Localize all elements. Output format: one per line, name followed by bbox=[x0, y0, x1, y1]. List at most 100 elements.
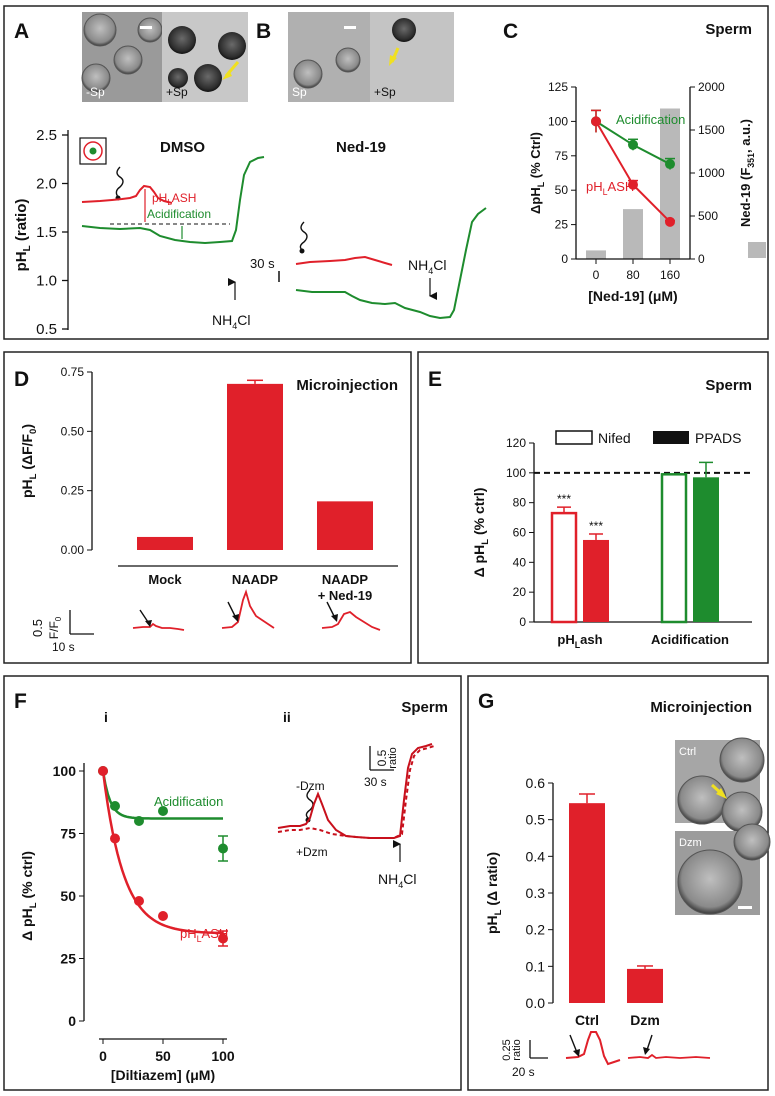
panel-f-y-tick-label: 0 bbox=[68, 1013, 76, 1029]
panel-a-phash: pHLASH bbox=[152, 191, 196, 207]
panel-c-bar bbox=[623, 209, 643, 259]
panel-d-category-label: NAADP bbox=[232, 572, 279, 587]
panel-e-significance: *** bbox=[557, 492, 571, 506]
panel-e-y-tick-label: 40 bbox=[513, 555, 527, 569]
panel-f-point bbox=[134, 816, 144, 826]
panel-e-bar-ppads bbox=[583, 539, 609, 622]
panel-g-y-tick-label: 0.2 bbox=[526, 922, 546, 938]
panel-f-sub-i: i bbox=[104, 709, 108, 725]
panel-c-y-tick-label: 75 bbox=[555, 149, 569, 163]
panel-c-x-label: [Ned-19] (μM) bbox=[588, 288, 677, 304]
panel-f-letter: F bbox=[14, 690, 27, 713]
panel-f-x-tick-label: 50 bbox=[155, 1048, 171, 1064]
panel-f-point bbox=[158, 911, 168, 921]
panel-a-y-label: pHL (ratio) bbox=[13, 199, 33, 272]
panel-d-y-tick-label: 0.25 bbox=[61, 484, 85, 498]
panel-f-traces bbox=[277, 743, 435, 862]
panel-d-chart: 0.00 0.25 0.50 0.75 pHL (ΔF/F0) Mock NAADP NAAD… bbox=[19, 365, 398, 603]
panel-g-y-tick-label: 0.3 bbox=[526, 885, 546, 901]
panel-abc-frame bbox=[3, 5, 769, 340]
panel-c-series-line bbox=[595, 120, 671, 223]
panel-a-micro-left: -Sp bbox=[86, 85, 105, 99]
panel-c-y2-tick-label: 0 bbox=[698, 252, 705, 266]
panel-c-series-acid-label: Acidification bbox=[616, 112, 685, 127]
panel-f-y-tick-label: 25 bbox=[60, 951, 76, 967]
panel-a-red-trace bbox=[81, 184, 173, 204]
panel-d-letter: D bbox=[14, 368, 29, 391]
panel-c-x-tick-label: 160 bbox=[660, 268, 680, 282]
panel-g-y-tick-label: 0.1 bbox=[526, 958, 546, 974]
panel-c-y2-label: Ned-19 (F351, a.u.) bbox=[738, 119, 756, 227]
panel-f-point bbox=[134, 896, 144, 906]
panel-e-y-tick-label: 20 bbox=[513, 585, 527, 599]
panel-c-y-label: ΔpHL (% Ctrl) bbox=[528, 132, 546, 214]
panel-e-bar-ppads bbox=[693, 477, 719, 622]
panel-e-y-tick-label: 60 bbox=[513, 526, 527, 540]
panel-c-x-tick-label: 0 bbox=[593, 268, 600, 282]
panel-g-scale-y: 0.25 bbox=[501, 1039, 513, 1060]
panel-e-chart: 0 20 40 60 80 100 120 Δ pHL (% ctrl) *** *** pHLas… bbox=[471, 436, 752, 650]
panel-a-green-trace bbox=[81, 156, 265, 245]
panel-a-micrograph: -Sp +Sp bbox=[81, 12, 248, 102]
panel-g-micrographs: Ctrl Dzm bbox=[675, 737, 771, 915]
panel-g-bar bbox=[569, 803, 605, 1003]
panel-d-category-label: + Ned-19 bbox=[318, 588, 373, 603]
sperm-icon bbox=[115, 166, 124, 198]
panel-a-y-tick-label: 1.0 bbox=[36, 273, 57, 290]
panel-e-legend: Nifed PPADS bbox=[555, 430, 741, 446]
panel-e-category-label: pHLash bbox=[557, 632, 602, 650]
panel-a-dmso: DMSO bbox=[160, 139, 205, 156]
panel-d-y-tick-label: 0.75 bbox=[61, 365, 85, 379]
panel-b-red-trace bbox=[295, 255, 393, 266]
panel-a-y-tick-label: 2.0 bbox=[36, 176, 57, 193]
panel-c-y-tick-label: 0 bbox=[561, 252, 568, 266]
panel-d-category-label: NAADP bbox=[322, 572, 369, 587]
panel-b-nh4cl: NH4Cl bbox=[408, 257, 446, 276]
panel-g-bar bbox=[627, 968, 663, 1003]
legend-nifed: Nifed bbox=[598, 430, 631, 446]
panel-b-micro-right: +Sp bbox=[374, 85, 396, 99]
panel-c-point bbox=[665, 159, 675, 170]
panel-d-bar bbox=[227, 383, 283, 550]
panel-g-scale-y-unit: ratio bbox=[511, 1039, 523, 1060]
panel-f-y-label: Δ pHL (% ctrl) bbox=[19, 851, 39, 941]
panel-c-point bbox=[665, 216, 675, 227]
panel-d-category-label: Mock bbox=[148, 572, 182, 587]
panel-d-bar bbox=[317, 501, 373, 550]
panel-c-y2-tick-label: 2000 bbox=[698, 80, 725, 94]
panel-c-series-phash-label: pHLASH bbox=[586, 179, 634, 197]
panel-g-micro-top: Ctrl bbox=[679, 746, 696, 758]
panel-f-point bbox=[110, 801, 120, 811]
panel-e-y-tick-label: 120 bbox=[506, 436, 526, 450]
legend-ppads: PPADS bbox=[695, 430, 741, 446]
panel-g-y-label: pHL (Δ ratio) bbox=[484, 852, 504, 934]
sperm-icon bbox=[299, 221, 308, 251]
panel-f-fit-curve bbox=[101, 770, 223, 820]
panel-e-frame bbox=[417, 351, 769, 664]
panel-d-bar bbox=[137, 536, 193, 550]
panel-g-y-tick-label: 0.6 bbox=[526, 775, 546, 791]
panel-a-letter: A bbox=[14, 20, 29, 43]
panel-c-y-tick-label: 125 bbox=[548, 80, 568, 94]
panel-f-point bbox=[218, 933, 228, 944]
panel-c-x-tick-label: 80 bbox=[626, 268, 640, 282]
panel-c-point bbox=[628, 139, 638, 150]
panel-f-plus-dzm: +Dzm bbox=[296, 845, 328, 859]
panel-f-x-label: [Diltiazem] (μM) bbox=[111, 1067, 215, 1083]
panel-f-sperm: Sperm bbox=[401, 699, 448, 716]
panel-c-y-tick-label: 50 bbox=[555, 183, 569, 197]
panel-f-y-tick-label: 50 bbox=[60, 888, 76, 904]
panel-b-green-trace bbox=[295, 207, 487, 320]
panel-g-frame bbox=[467, 675, 769, 1091]
panel-f-series-acid-label: Acidification bbox=[154, 794, 223, 809]
panel-c-point bbox=[628, 179, 638, 190]
panel-c-y-tick-label: 100 bbox=[548, 114, 568, 128]
panel-b-scale-label: 30 s bbox=[250, 256, 275, 271]
panel-g-scale-x: 20 s bbox=[512, 1065, 535, 1079]
panel-a-y-tick-label: 0.5 bbox=[36, 321, 57, 338]
panel-e-bar-nifed bbox=[660, 473, 688, 624]
panel-d-frame bbox=[3, 351, 412, 664]
panel-e-sperm: Sperm bbox=[705, 377, 752, 394]
panel-g-y-tick-label: 0.4 bbox=[526, 848, 546, 864]
